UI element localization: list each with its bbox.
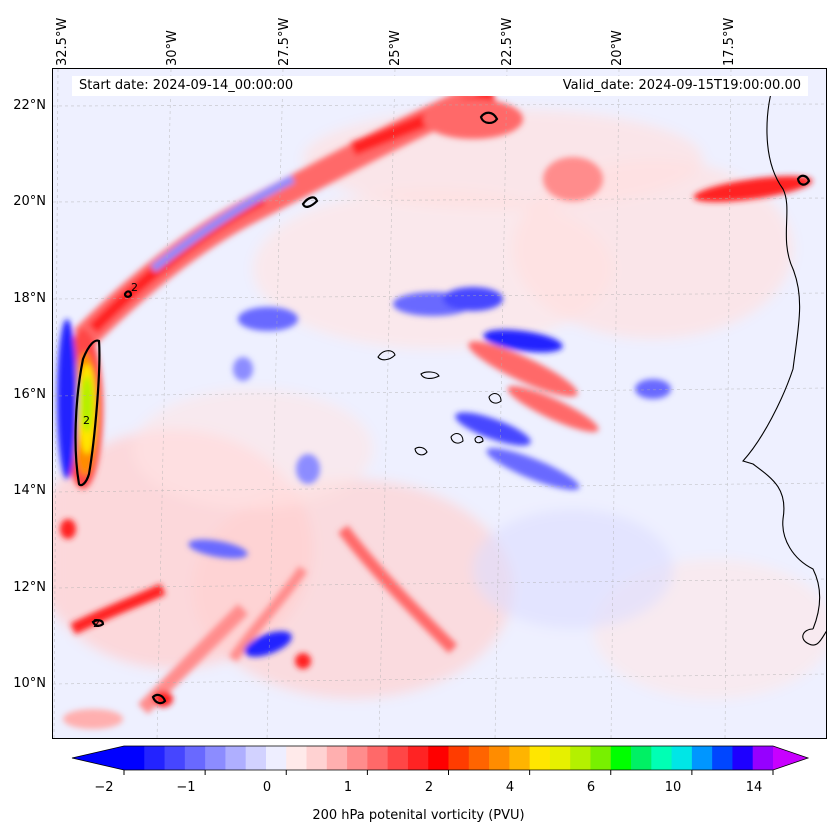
colorbar-segment: [286, 746, 308, 770]
colorbar-title: 200 hPa potenital vorticity (PVU): [312, 808, 525, 823]
colorbar-segment: [184, 746, 206, 770]
colorbar-segment: [671, 746, 693, 770]
colorbar-segment: [691, 746, 713, 770]
colorbar: [71, 745, 810, 775]
colorbar-segment: [570, 746, 591, 770]
lon-label-17-5w: 17.5°W: [722, 17, 737, 66]
colorbar-segment: [347, 746, 368, 770]
lat-label-20n: 20°N: [13, 194, 46, 209]
colorbar-segment: [245, 746, 267, 770]
colorbar-segment: [732, 746, 754, 770]
colorbar-segment: [610, 746, 632, 770]
cb-tick-4: 4: [505, 780, 515, 795]
lon-label-22-5w: 22.5°W: [500, 17, 515, 66]
colorbar-segment: [448, 746, 470, 770]
colorbar-segment: [509, 746, 531, 770]
colorbar-segment: [468, 746, 490, 770]
colorbar-segment: [205, 746, 226, 770]
cb-tick-6: 6: [586, 780, 596, 795]
coastlines: [377, 78, 826, 646]
colorbar-over-arrow: [773, 746, 808, 770]
colorbar-segment: [326, 746, 348, 770]
lat-label-16n: 16°N: [13, 387, 46, 402]
colorbar-segment: [590, 746, 612, 770]
colorbar-segment: [651, 746, 673, 770]
pv-2-contours: [74, 111, 811, 705]
colorbar-segment: [164, 746, 186, 770]
lat-label-12n: 12°N: [13, 580, 46, 595]
colorbar-segment: [631, 746, 652, 770]
cb-tick-neg2: −2: [94, 780, 114, 795]
lat-label-14n: 14°N: [13, 483, 46, 498]
colorbar-segment: [265, 746, 287, 770]
colorbar-segment: [144, 746, 166, 770]
cb-tick-1: 1: [343, 780, 353, 795]
cb-tick-2: 2: [424, 780, 434, 795]
start-date-label: Start date: 2024-09-14_00:00:00: [79, 78, 294, 93]
lon-label-30w: 30°W: [165, 30, 180, 66]
colorbar-segment: [712, 746, 733, 770]
date-info-bar: Start date: 2024-09-14_00:00:00 Valid_da…: [72, 76, 808, 96]
colorbar-segment: [752, 746, 774, 770]
contour-label-north: 2: [131, 281, 138, 294]
colorbar-segment: [529, 746, 551, 770]
colorbar-under-arrow: [72, 746, 124, 770]
lat-label-22n: 22°N: [13, 98, 46, 113]
lon-label-20w: 20°W: [610, 30, 625, 66]
lat-label-18n: 18°N: [13, 291, 46, 306]
colorbar-segment: [428, 746, 449, 770]
colorbar-segment: [225, 746, 247, 770]
pv-field-map: 2 2 2: [53, 69, 826, 738]
contour-label-west: 2: [83, 414, 90, 427]
cb-tick-0: 0: [262, 780, 272, 795]
cb-tick-10: 10: [664, 780, 682, 795]
colorbar-segment: [306, 746, 328, 770]
colorbar-segment: [407, 746, 429, 770]
lat-label-10n: 10°N: [13, 676, 46, 691]
cb-tick-neg1: −1: [176, 780, 196, 795]
graticule: [53, 69, 826, 738]
lon-label-25w: 25°W: [388, 30, 403, 66]
cb-tick-14: 14: [745, 780, 763, 795]
colorbar-segment: [387, 746, 409, 770]
colorbar-segment: [124, 746, 145, 770]
valid-date-label: Valid_date: 2024-09-15T19:00:00.00: [562, 78, 801, 93]
map-panel: 2 2 2: [52, 68, 827, 739]
contour-label-south: 2: [93, 617, 100, 630]
colorbar-segment: [367, 746, 389, 770]
lon-label-32-5w: 32.5°W: [55, 17, 70, 66]
colorbar-segment: [489, 746, 510, 770]
lon-label-27-5w: 27.5°W: [277, 17, 292, 66]
colorbar-segment: [549, 746, 571, 770]
